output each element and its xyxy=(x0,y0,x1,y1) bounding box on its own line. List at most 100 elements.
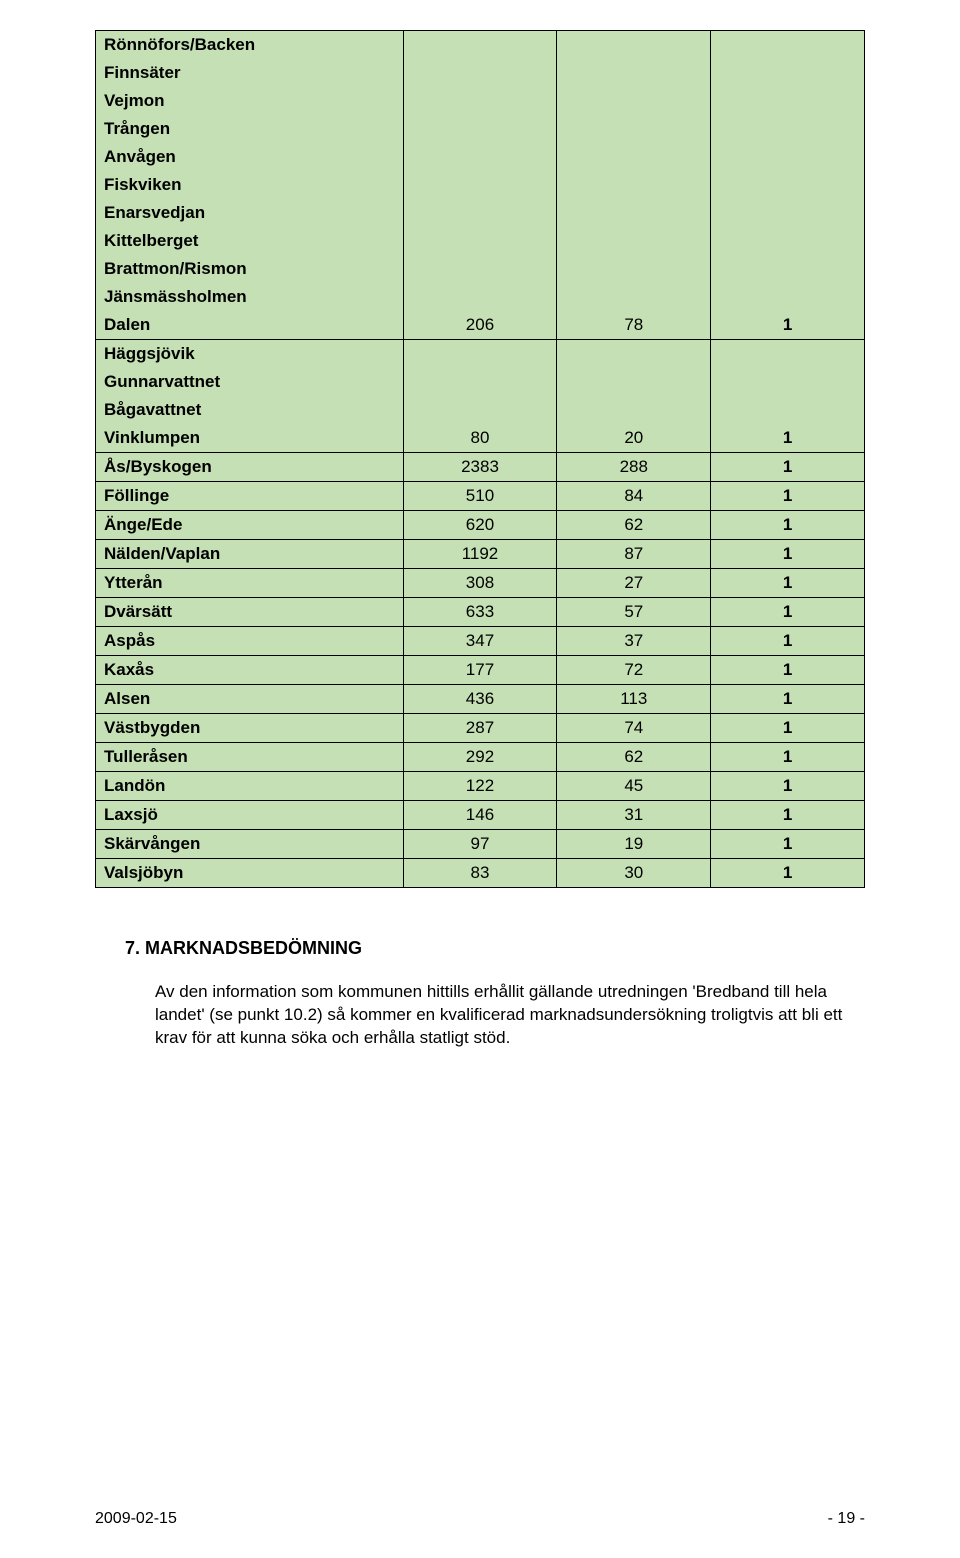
row-name: Jänsmässholmen xyxy=(96,283,404,311)
row-value-b xyxy=(557,255,711,283)
row-value-c: 1 xyxy=(711,482,865,511)
row-value-c xyxy=(711,143,865,171)
table-row: Änge/Ede620621 xyxy=(96,511,865,540)
row-value-c: 1 xyxy=(711,627,865,656)
row-value-a xyxy=(403,368,557,396)
row-value-b: 288 xyxy=(557,453,711,482)
row-value-a xyxy=(403,115,557,143)
body-paragraph: Av den information som kommunen hittills… xyxy=(95,981,865,1050)
row-value-b: 31 xyxy=(557,801,711,830)
row-value-a: 80 xyxy=(403,424,557,453)
row-name: Laxsjö xyxy=(96,801,404,830)
section-heading: 7. MARKNADSBEDÖMNING xyxy=(95,938,865,959)
table-row: Dalen206781 xyxy=(96,311,865,340)
row-value-a xyxy=(403,255,557,283)
row-value-b: 45 xyxy=(557,772,711,801)
table-row: Häggsjövik xyxy=(96,340,865,369)
row-value-a: 633 xyxy=(403,598,557,627)
table-row: Vinklumpen80201 xyxy=(96,424,865,453)
row-value-c: 1 xyxy=(711,801,865,830)
row-value-a xyxy=(403,283,557,311)
table-row: Kaxås177721 xyxy=(96,656,865,685)
row-value-b xyxy=(557,227,711,255)
row-name: Kittelberget xyxy=(96,227,404,255)
row-value-b: 27 xyxy=(557,569,711,598)
table-row: Vejmon xyxy=(96,87,865,115)
row-value-b: 74 xyxy=(557,714,711,743)
row-name: Kaxås xyxy=(96,656,404,685)
row-value-a: 83 xyxy=(403,859,557,888)
row-value-a xyxy=(403,59,557,87)
table-row: Nälden/Vaplan1192871 xyxy=(96,540,865,569)
row-value-b: 19 xyxy=(557,830,711,859)
table-row: Enarsvedjan xyxy=(96,199,865,227)
row-value-b: 57 xyxy=(557,598,711,627)
row-name: Anvågen xyxy=(96,143,404,171)
row-value-a: 510 xyxy=(403,482,557,511)
row-value-c: 1 xyxy=(711,743,865,772)
row-value-a xyxy=(403,31,557,60)
table-row: Brattmon/Rismon xyxy=(96,255,865,283)
row-value-c: 1 xyxy=(711,685,865,714)
row-value-a: 292 xyxy=(403,743,557,772)
row-value-c xyxy=(711,171,865,199)
row-name: Alsen xyxy=(96,685,404,714)
row-name: Fiskviken xyxy=(96,171,404,199)
row-name: Finnsäter xyxy=(96,59,404,87)
row-value-c: 1 xyxy=(711,424,865,453)
table-row: Tulleråsen292621 xyxy=(96,743,865,772)
row-value-c: 1 xyxy=(711,511,865,540)
row-name: Dvärsätt xyxy=(96,598,404,627)
table-row: Gunnarvattnet xyxy=(96,368,865,396)
row-value-a xyxy=(403,171,557,199)
row-value-c xyxy=(711,396,865,424)
table-row: Trången xyxy=(96,115,865,143)
row-name: Gunnarvattnet xyxy=(96,368,404,396)
row-value-c: 1 xyxy=(711,453,865,482)
table-row: Alsen4361131 xyxy=(96,685,865,714)
row-value-c xyxy=(711,227,865,255)
row-name: Enarsvedjan xyxy=(96,199,404,227)
row-value-b: 113 xyxy=(557,685,711,714)
row-value-b: 37 xyxy=(557,627,711,656)
row-value-b: 87 xyxy=(557,540,711,569)
row-value-b xyxy=(557,283,711,311)
row-value-b: 72 xyxy=(557,656,711,685)
row-value-a: 620 xyxy=(403,511,557,540)
table-row: Rönnöfors/Backen xyxy=(96,31,865,60)
row-value-b: 20 xyxy=(557,424,711,453)
row-value-c xyxy=(711,283,865,311)
table-row: Ås/Byskogen23832881 xyxy=(96,453,865,482)
data-table: Rönnöfors/BackenFinnsäterVejmonTrångenAn… xyxy=(95,30,865,888)
row-name: Vinklumpen xyxy=(96,424,404,453)
row-value-a xyxy=(403,143,557,171)
row-value-a: 97 xyxy=(403,830,557,859)
row-name: Aspås xyxy=(96,627,404,656)
row-value-b xyxy=(557,59,711,87)
row-name: Häggsjövik xyxy=(96,340,404,369)
row-name: Trången xyxy=(96,115,404,143)
table-row: Bågavattnet xyxy=(96,396,865,424)
row-value-a xyxy=(403,227,557,255)
row-value-c xyxy=(711,59,865,87)
row-value-c xyxy=(711,368,865,396)
row-value-b: 62 xyxy=(557,743,711,772)
row-value-a: 122 xyxy=(403,772,557,801)
row-value-b: 78 xyxy=(557,311,711,340)
row-name: Tulleråsen xyxy=(96,743,404,772)
row-name: Ås/Byskogen xyxy=(96,453,404,482)
row-value-b xyxy=(557,368,711,396)
row-value-a: 308 xyxy=(403,569,557,598)
row-name: Änge/Ede xyxy=(96,511,404,540)
row-value-a: 177 xyxy=(403,656,557,685)
row-value-a xyxy=(403,396,557,424)
row-name: Skärvången xyxy=(96,830,404,859)
table-row: Dvärsätt633571 xyxy=(96,598,865,627)
row-name: Landön xyxy=(96,772,404,801)
row-value-a: 347 xyxy=(403,627,557,656)
row-value-b xyxy=(557,31,711,60)
row-value-c: 1 xyxy=(711,859,865,888)
row-value-a: 1192 xyxy=(403,540,557,569)
row-value-c: 1 xyxy=(711,772,865,801)
row-value-b xyxy=(557,87,711,115)
